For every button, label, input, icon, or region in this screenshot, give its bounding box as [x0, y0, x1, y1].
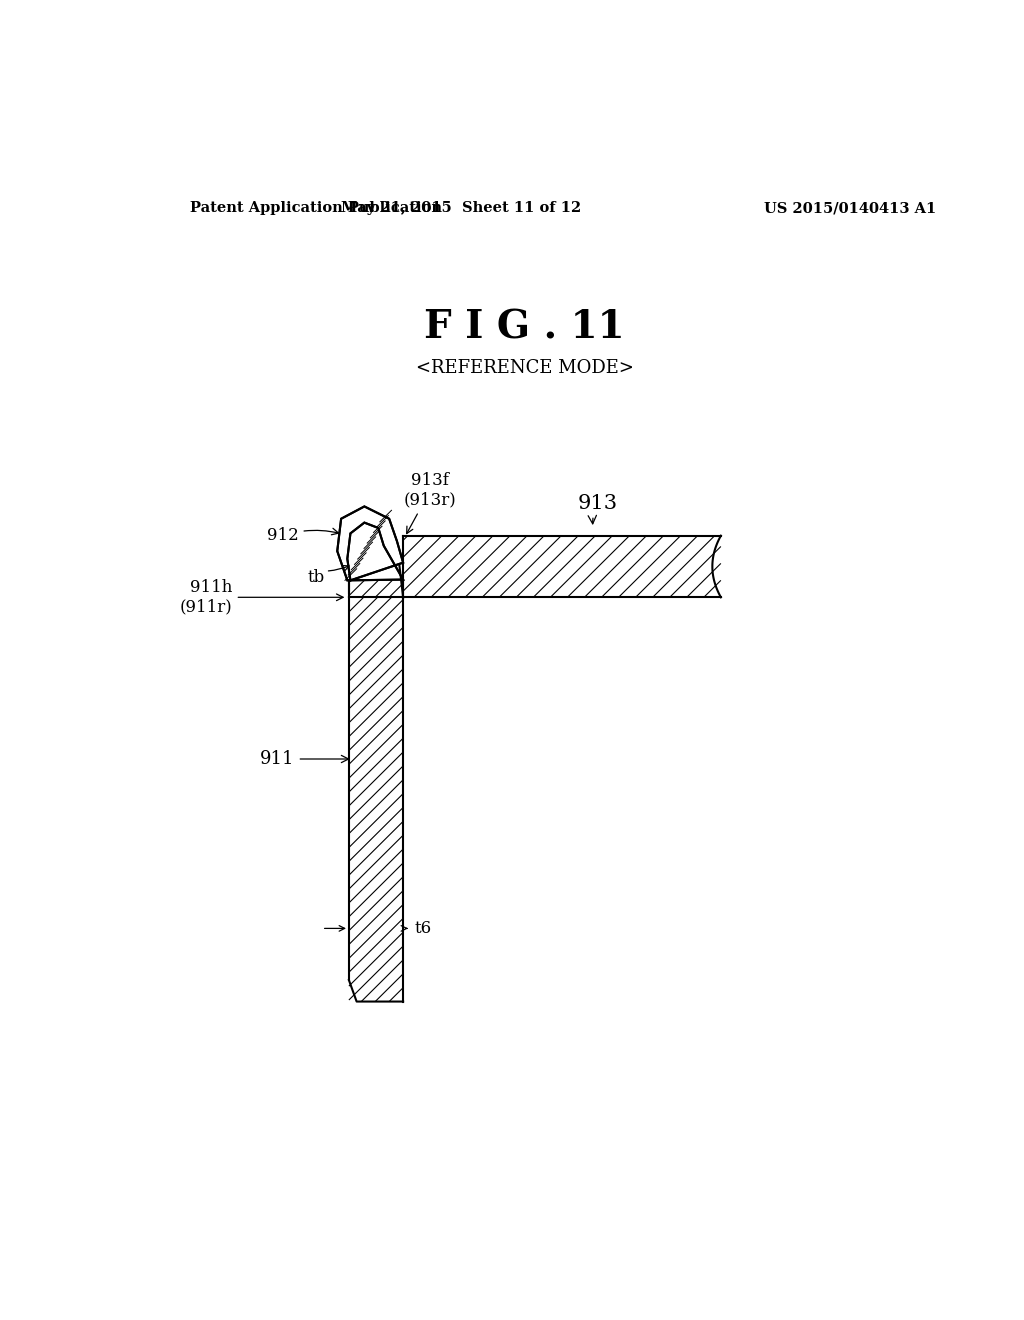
Text: 911h
(911r): 911h (911r)	[180, 579, 343, 615]
Polygon shape	[337, 507, 403, 581]
Text: 911: 911	[260, 750, 348, 768]
Text: US 2015/0140413 A1: US 2015/0140413 A1	[764, 202, 936, 215]
Text: May 21, 2015  Sheet 11 of 12: May 21, 2015 Sheet 11 of 12	[341, 202, 582, 215]
Text: <REFERENCE MODE>: <REFERENCE MODE>	[416, 359, 634, 376]
Text: t6: t6	[415, 920, 432, 937]
Text: 913f
(913r): 913f (913r)	[403, 473, 457, 533]
Text: 912: 912	[266, 527, 339, 544]
Text: F I G . 11: F I G . 11	[425, 309, 625, 347]
Text: Patent Application Publication: Patent Application Publication	[190, 202, 442, 215]
Text: 913: 913	[578, 494, 617, 524]
Text: tb: tb	[308, 569, 325, 586]
